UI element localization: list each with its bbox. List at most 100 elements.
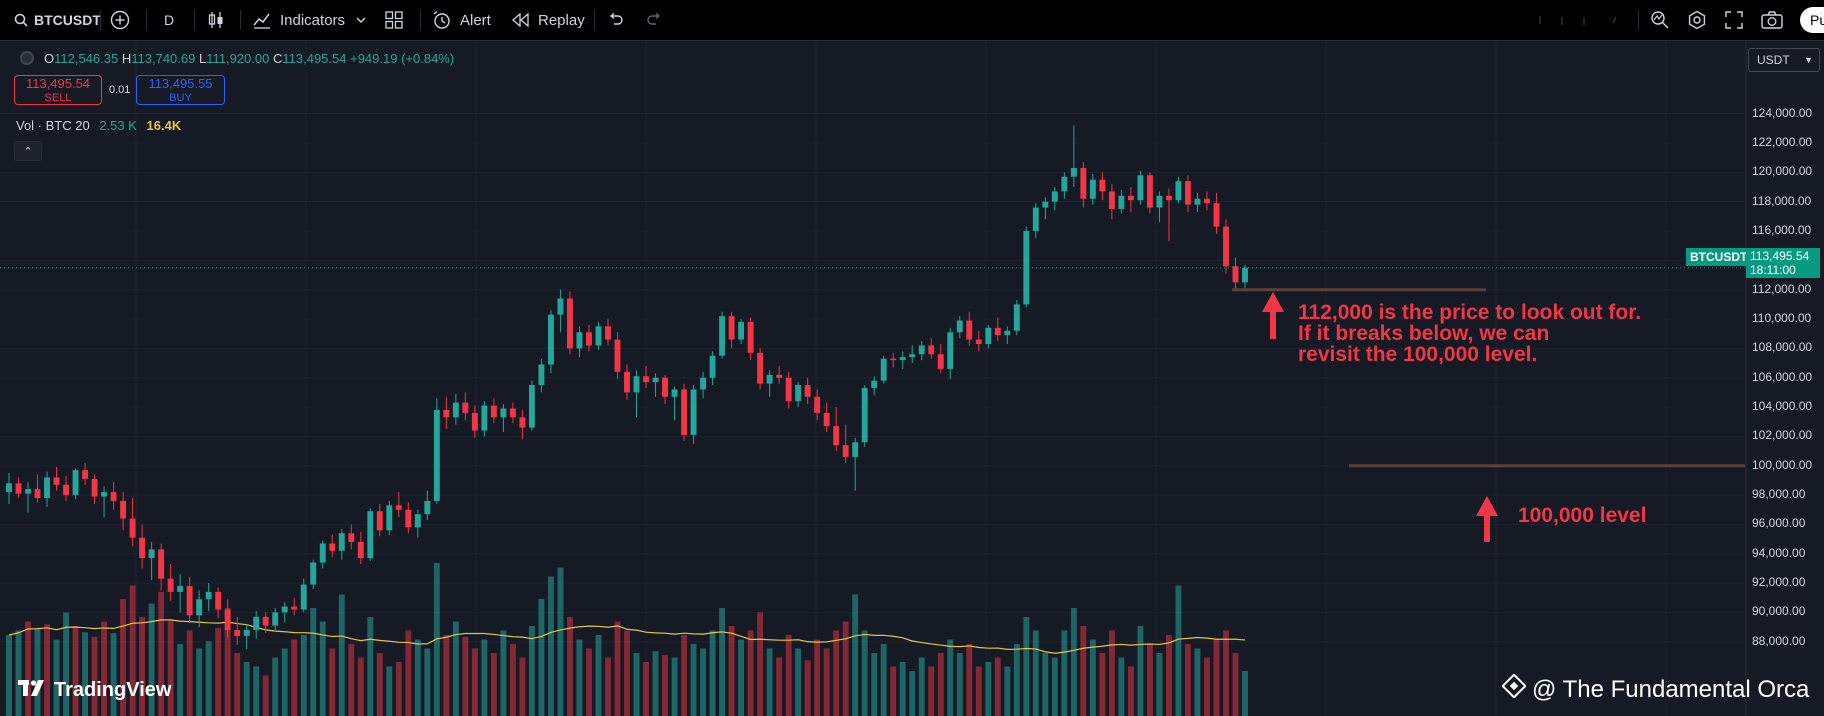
price-axis-label: 102,000.00	[1752, 428, 1813, 443]
volume-bar	[738, 639, 745, 716]
volume-bar	[1080, 626, 1087, 716]
binance-square-icon	[1501, 673, 1527, 705]
candlestick-chart[interactable]	[0, 41, 1824, 716]
candle-body	[1070, 167, 1077, 177]
undo-button[interactable]	[608, 0, 624, 40]
price-axis-label: 104,000.00	[1752, 399, 1813, 414]
candle-body	[262, 616, 269, 626]
indicators-dropdown[interactable]	[356, 0, 366, 40]
volume-legend: Vol · BTC 20 2.53 K 16.4K	[16, 118, 181, 133]
volume-bar	[975, 666, 982, 716]
open-value: 112,546.35	[54, 51, 119, 66]
volume-bar	[880, 644, 887, 716]
magnifier-chart-icon	[1650, 10, 1670, 30]
candle-body	[852, 442, 859, 457]
chevron-down-icon	[356, 15, 366, 25]
candle-body	[1013, 304, 1020, 331]
settings-button[interactable]	[1687, 0, 1707, 40]
volume-bar	[500, 630, 507, 716]
volume-bar	[652, 651, 659, 716]
candle-body	[500, 408, 507, 418]
publish-button[interactable]: Pu	[1800, 7, 1824, 33]
alert-button[interactable]: Alert	[432, 0, 491, 40]
tradingview-logo[interactable]: TradingView	[18, 679, 171, 702]
compare-symbol-button[interactable]	[110, 0, 130, 40]
volume-bar	[234, 653, 241, 716]
volume-bar	[690, 644, 697, 716]
rewind-icon	[512, 13, 530, 27]
price-axis-label: 120,000.00	[1752, 164, 1813, 179]
candle-body	[966, 320, 973, 340]
volume-bar	[766, 648, 773, 716]
fullscreen-button[interactable]	[1725, 0, 1743, 40]
high-label: H	[121, 51, 132, 66]
sell-button[interactable]: 113,495.54 SELL	[14, 75, 102, 105]
candle-body	[690, 389, 697, 435]
spread-value: 0.01	[109, 84, 131, 96]
candle-body	[1108, 191, 1115, 210]
volume-bar	[110, 633, 117, 716]
volume-bar	[196, 648, 203, 716]
volume-bar	[424, 648, 431, 716]
up-arrow-2-shaft	[1484, 515, 1490, 542]
indicators-icon	[252, 10, 272, 30]
candle-body	[224, 609, 231, 631]
collapse-legend-button[interactable]: ⌃	[14, 141, 42, 161]
watermark-text: @ The Fundamental Orca	[1532, 675, 1810, 703]
symbol-price-tag: BTCUSDT	[1686, 248, 1752, 266]
volume-bar	[462, 636, 469, 716]
volume-bar	[890, 666, 897, 716]
candle-body	[1051, 191, 1058, 202]
volume-bar	[1213, 639, 1220, 716]
candle-body	[709, 355, 716, 378]
chart-type-button[interactable]	[206, 0, 226, 40]
volume-bar	[82, 632, 89, 716]
volume-bar	[443, 635, 450, 716]
annotation-text[interactable]: 112,000 is the price to look out for. If…	[1298, 302, 1641, 365]
price-axis-label: 92,000.00	[1752, 575, 1806, 590]
volume-bar	[776, 657, 783, 716]
volume-bar	[1242, 671, 1248, 716]
last-price-tag: 113,495.54 18:11:00	[1746, 248, 1820, 278]
volume-bar	[681, 635, 687, 716]
candle-body	[72, 470, 79, 496]
volume-bar	[1137, 626, 1144, 716]
currency-selector[interactable]: USDT ▼	[1748, 48, 1820, 72]
analyze-button[interactable]	[1650, 0, 1670, 40]
candle-body	[747, 321, 754, 353]
interval-button[interactable]: D	[164, 12, 175, 28]
volume-bar	[852, 594, 859, 716]
candle-body	[139, 537, 146, 559]
symbol-search[interactable]: BTCUSDT	[14, 0, 101, 40]
chart-pane[interactable]: O112,546.35 H113,740.69 L111,920.00 C113…	[0, 41, 1824, 716]
candle-body	[557, 298, 564, 315]
candle-body	[196, 599, 203, 616]
candle-body	[1099, 179, 1106, 192]
redo-button[interactable]	[646, 0, 662, 40]
volume-bar	[728, 626, 735, 716]
volume-bar	[966, 644, 973, 716]
volume-bar	[1185, 644, 1191, 716]
buy-button[interactable]: 113,495.55 BUY	[136, 75, 225, 105]
volume-bar	[120, 599, 127, 716]
volume-bar	[1070, 608, 1077, 716]
alert-label: Alert	[460, 11, 491, 29]
annotation-line-3: revisit the 100,000 level.	[1298, 343, 1538, 366]
volume-bar	[1108, 630, 1115, 716]
snapshot-button[interactable]	[1761, 0, 1783, 40]
indicators-button[interactable]: Indicators	[252, 0, 345, 40]
replay-button[interactable]: Replay	[512, 0, 585, 40]
visibility-eye-icon[interactable]	[20, 51, 34, 65]
volume-bar	[842, 621, 849, 716]
layouts-button[interactable]	[385, 0, 403, 40]
candle-body	[120, 500, 127, 519]
candle-body	[414, 514, 421, 528]
volume-bar	[918, 657, 925, 716]
level-annotation[interactable]: 100,000 level	[1518, 504, 1647, 527]
candle-body	[614, 339, 621, 372]
price-axis-label: 108,000.00	[1752, 340, 1813, 355]
candle-body	[348, 533, 355, 543]
tradingview-logo-icon	[18, 679, 48, 702]
candle-body	[947, 332, 954, 369]
candle-body	[329, 543, 336, 551]
